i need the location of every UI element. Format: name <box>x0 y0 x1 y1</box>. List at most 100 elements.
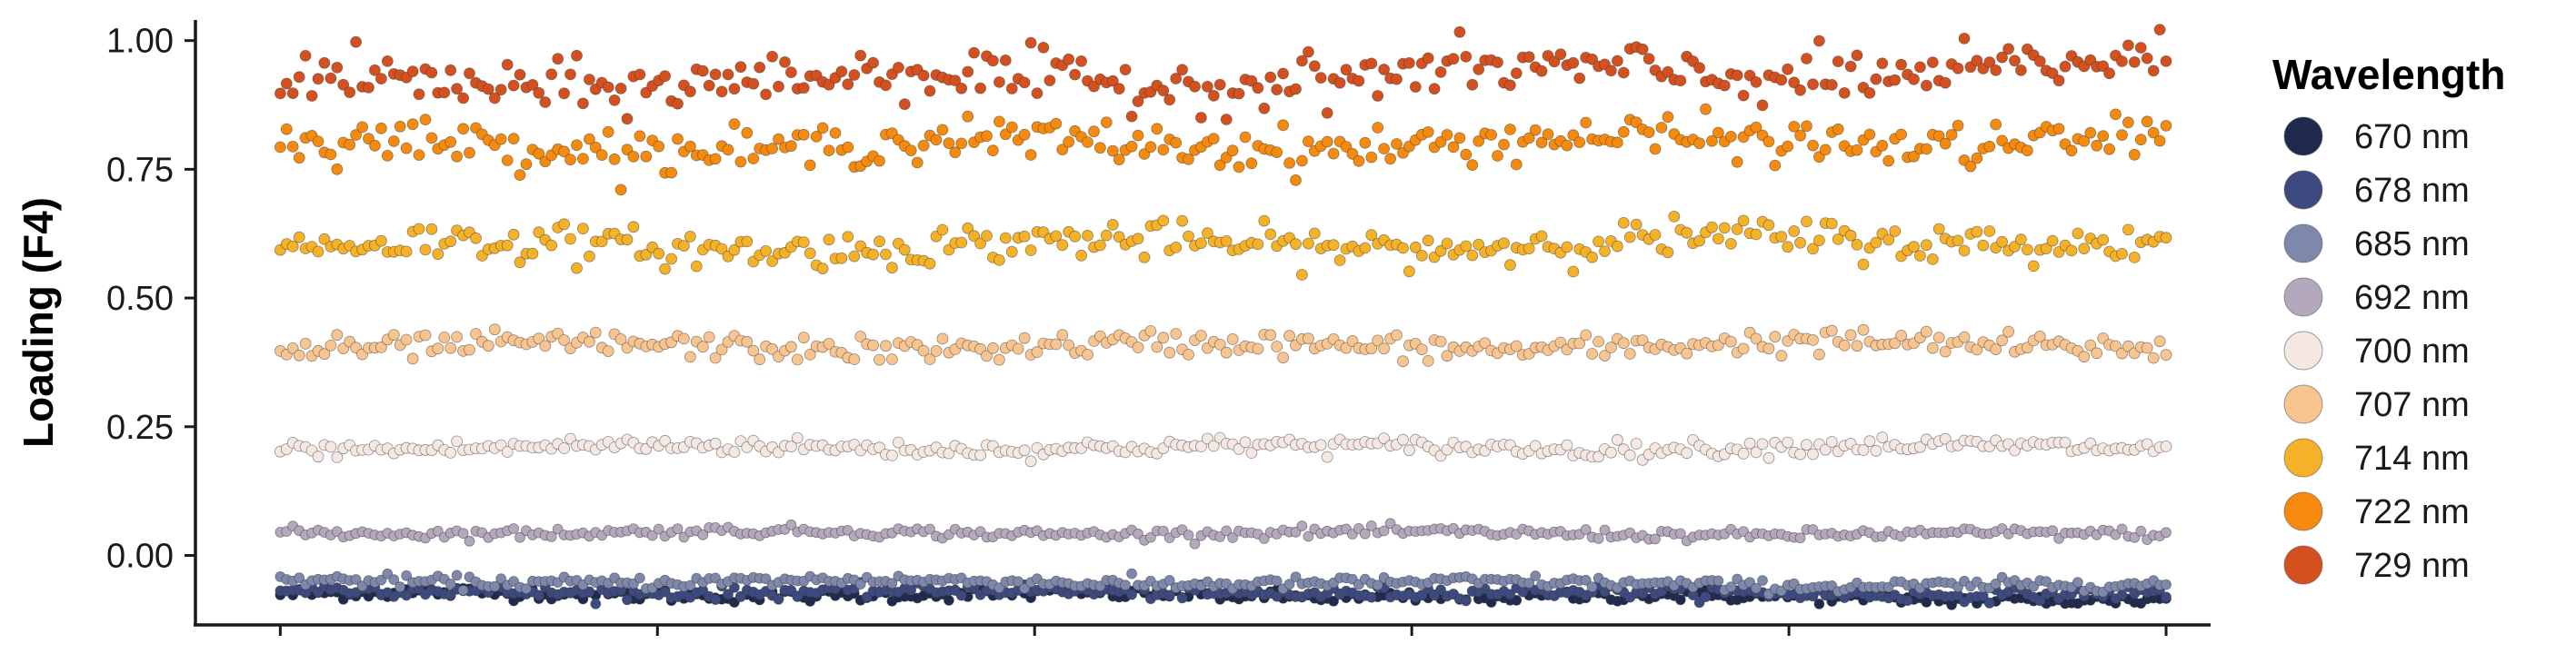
data-point <box>1782 436 1794 449</box>
data-point <box>981 230 993 242</box>
data-point <box>2116 55 2128 67</box>
data-point <box>1264 329 1277 342</box>
data-point <box>1548 55 1561 68</box>
data-point <box>1384 153 1396 165</box>
data-point <box>533 332 545 345</box>
data-point <box>1333 254 1346 266</box>
data-point <box>388 574 400 585</box>
data-point <box>1504 589 1516 600</box>
data-point <box>1434 244 1447 257</box>
data-point <box>1794 448 1806 461</box>
data-point <box>564 68 576 81</box>
data-point <box>924 523 935 535</box>
data-point <box>1170 136 1183 149</box>
data-point <box>696 64 709 77</box>
data-point <box>1403 444 1415 457</box>
data-point <box>791 431 804 444</box>
data-point <box>1983 597 1995 609</box>
data-point <box>962 110 974 123</box>
legend-item: 692 nm <box>2283 277 2470 317</box>
data-point <box>1523 132 1535 144</box>
data-point <box>1971 54 1983 67</box>
data-point <box>936 124 949 136</box>
data-point <box>293 231 305 243</box>
data-point <box>1163 346 1176 359</box>
data-point <box>1876 139 1889 152</box>
data-point <box>1593 235 1604 248</box>
data-point <box>457 528 469 540</box>
data-point <box>406 352 419 365</box>
data-point <box>1750 121 1762 134</box>
data-point <box>842 231 854 243</box>
data-point <box>1971 152 1983 164</box>
data-point <box>501 239 514 252</box>
data-point <box>331 163 344 175</box>
data-point <box>1125 110 1138 123</box>
data-point <box>595 235 608 248</box>
data-point <box>2147 64 2160 77</box>
data-point <box>387 329 400 342</box>
data-point <box>1043 74 1056 86</box>
data-point <box>1971 225 1983 238</box>
data-point <box>766 342 778 355</box>
data-point <box>2141 438 2153 451</box>
data-point <box>835 252 848 264</box>
data-point <box>640 248 653 261</box>
data-point <box>401 570 413 581</box>
legend-label: 692 nm <box>2354 279 2470 317</box>
data-point <box>1453 25 1466 38</box>
data-point <box>1851 144 1863 156</box>
data-point <box>1213 159 1226 172</box>
data-point <box>1195 441 1207 452</box>
data-point <box>1750 76 1762 88</box>
data-point <box>2034 595 2046 607</box>
data-point <box>1189 538 1201 550</box>
data-point <box>1807 333 1819 346</box>
data-point <box>1580 524 1592 535</box>
data-point <box>1063 53 1075 65</box>
data-point <box>1623 231 1636 243</box>
data-point <box>1213 78 1226 91</box>
data-point <box>943 137 955 150</box>
data-point <box>773 593 784 605</box>
legend-items: 670 nm 678 nm 685 nm 692 nm 700 nm 707 nm 714 … <box>2283 116 2470 585</box>
data-point <box>501 446 514 458</box>
data-point <box>584 250 595 263</box>
data-point <box>1365 151 1378 164</box>
data-point <box>494 133 507 145</box>
data-point <box>1863 87 1876 99</box>
data-point <box>974 237 986 250</box>
data-point <box>2091 347 2103 360</box>
data-point <box>1844 229 1857 242</box>
data-point <box>1207 440 1220 452</box>
data-point <box>1889 337 1902 350</box>
series-685-nm <box>275 568 2172 600</box>
data-point <box>1794 532 1806 544</box>
data-point <box>545 531 557 542</box>
data-point <box>1447 141 1460 154</box>
data-point <box>735 591 746 602</box>
data-point <box>722 68 734 81</box>
data-point <box>368 139 381 152</box>
data-point <box>1945 128 1958 141</box>
data-point <box>1314 439 1327 451</box>
data-point <box>1913 61 1926 74</box>
data-point <box>533 226 545 239</box>
data-point <box>356 121 369 134</box>
data-point <box>1775 350 1788 362</box>
data-point <box>804 247 816 260</box>
legend-swatch <box>2283 545 2323 585</box>
data-point <box>533 86 545 99</box>
data-point <box>350 129 363 141</box>
data-point <box>622 594 633 606</box>
data-point <box>457 585 469 596</box>
data-point <box>1327 147 1340 160</box>
data-point <box>835 65 848 78</box>
data-point <box>1024 36 1037 49</box>
data-point <box>1359 528 1371 540</box>
data-point <box>444 342 457 354</box>
data-point <box>444 64 457 76</box>
data-point <box>1113 83 1125 95</box>
data-point <box>1593 533 1604 544</box>
data-point <box>1523 51 1535 64</box>
